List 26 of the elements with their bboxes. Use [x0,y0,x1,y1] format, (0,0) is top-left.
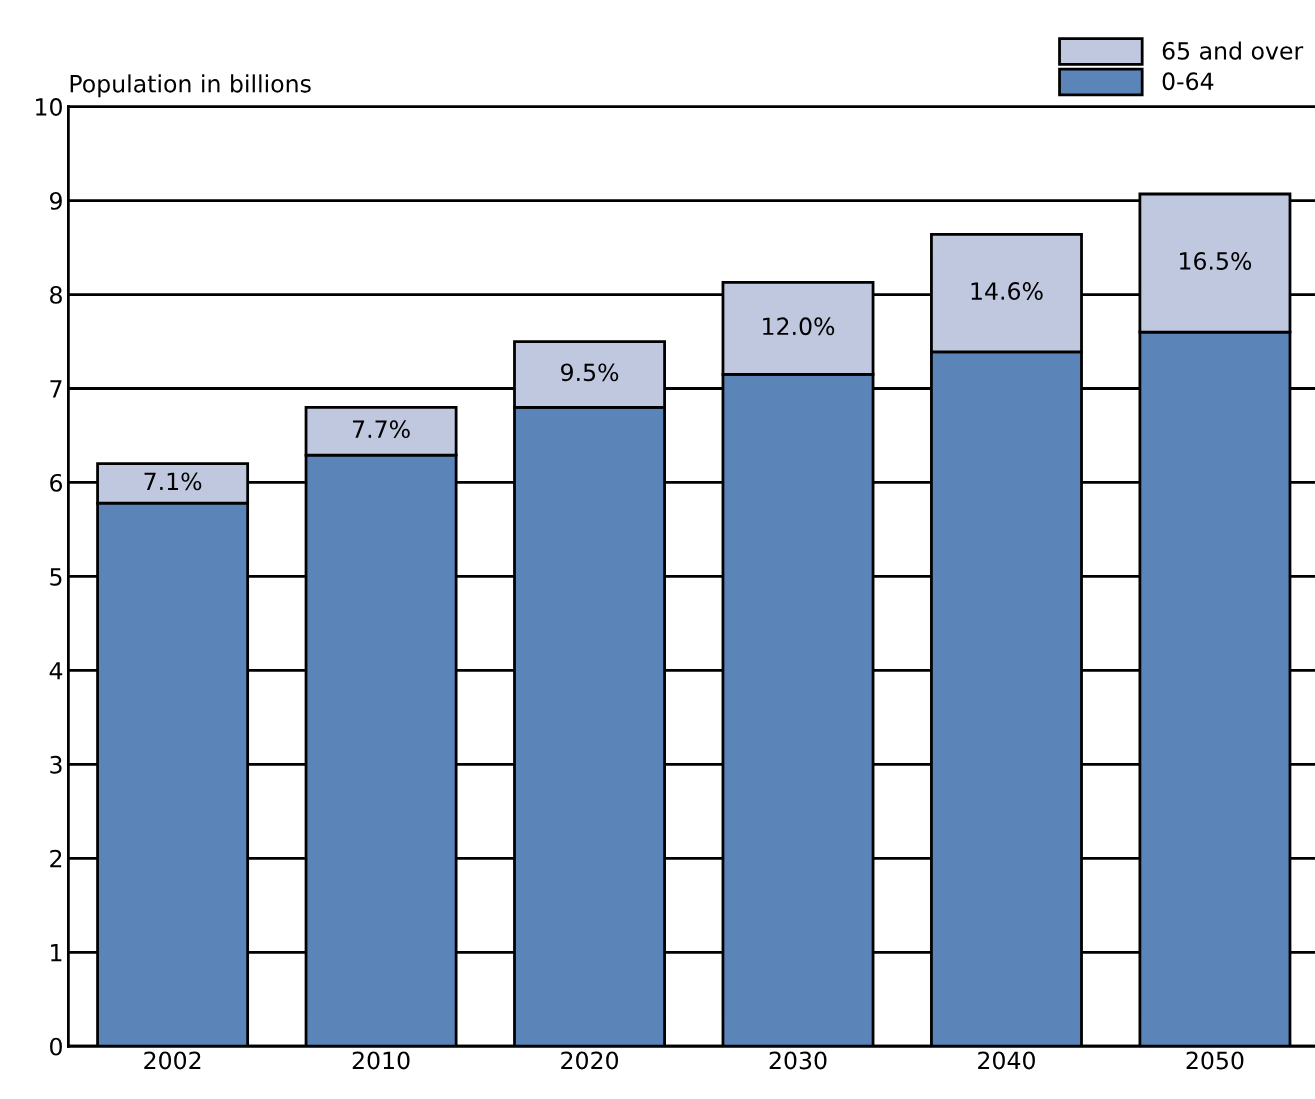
annotation: 14.6% [971,282,1043,300]
x-tick-label: 2002 [144,1051,201,1070]
y-tick-label: 10 [36,98,62,116]
x-tick-label: 2020 [561,1051,619,1070]
y-tick-label: 5 [50,568,62,586]
y-tick-label: 8 [50,285,62,304]
y-tick-label: 7 [50,380,62,398]
y-tick-label: 1 [51,944,62,962]
annotation: 12.0% [763,317,835,336]
y-tick-label: 0 [50,1037,62,1056]
y-axis-title: Population in billions [70,74,311,98]
annotation: 7.1% [144,472,202,491]
annotation: 7.7% [353,420,410,439]
legend-label: 0-64 [1162,72,1214,91]
y-tick-label: 6 [50,473,63,492]
y-tick-label: 2 [50,849,62,868]
y-tick-label: 4 [49,662,63,680]
y-tick-label: 9 [49,192,62,210]
x-tick-label: 2050 [1186,1051,1244,1070]
y-tick-label: 3 [50,755,62,774]
x-tick-label: 2030 [769,1051,827,1070]
legend-label: 65 and over [1162,41,1304,60]
x-tick-label: 2040 [978,1051,1035,1070]
x-tick-label: 2010 [352,1051,410,1070]
annotation: 16.5% [1180,252,1252,270]
annotation: 9.5% [561,363,619,382]
